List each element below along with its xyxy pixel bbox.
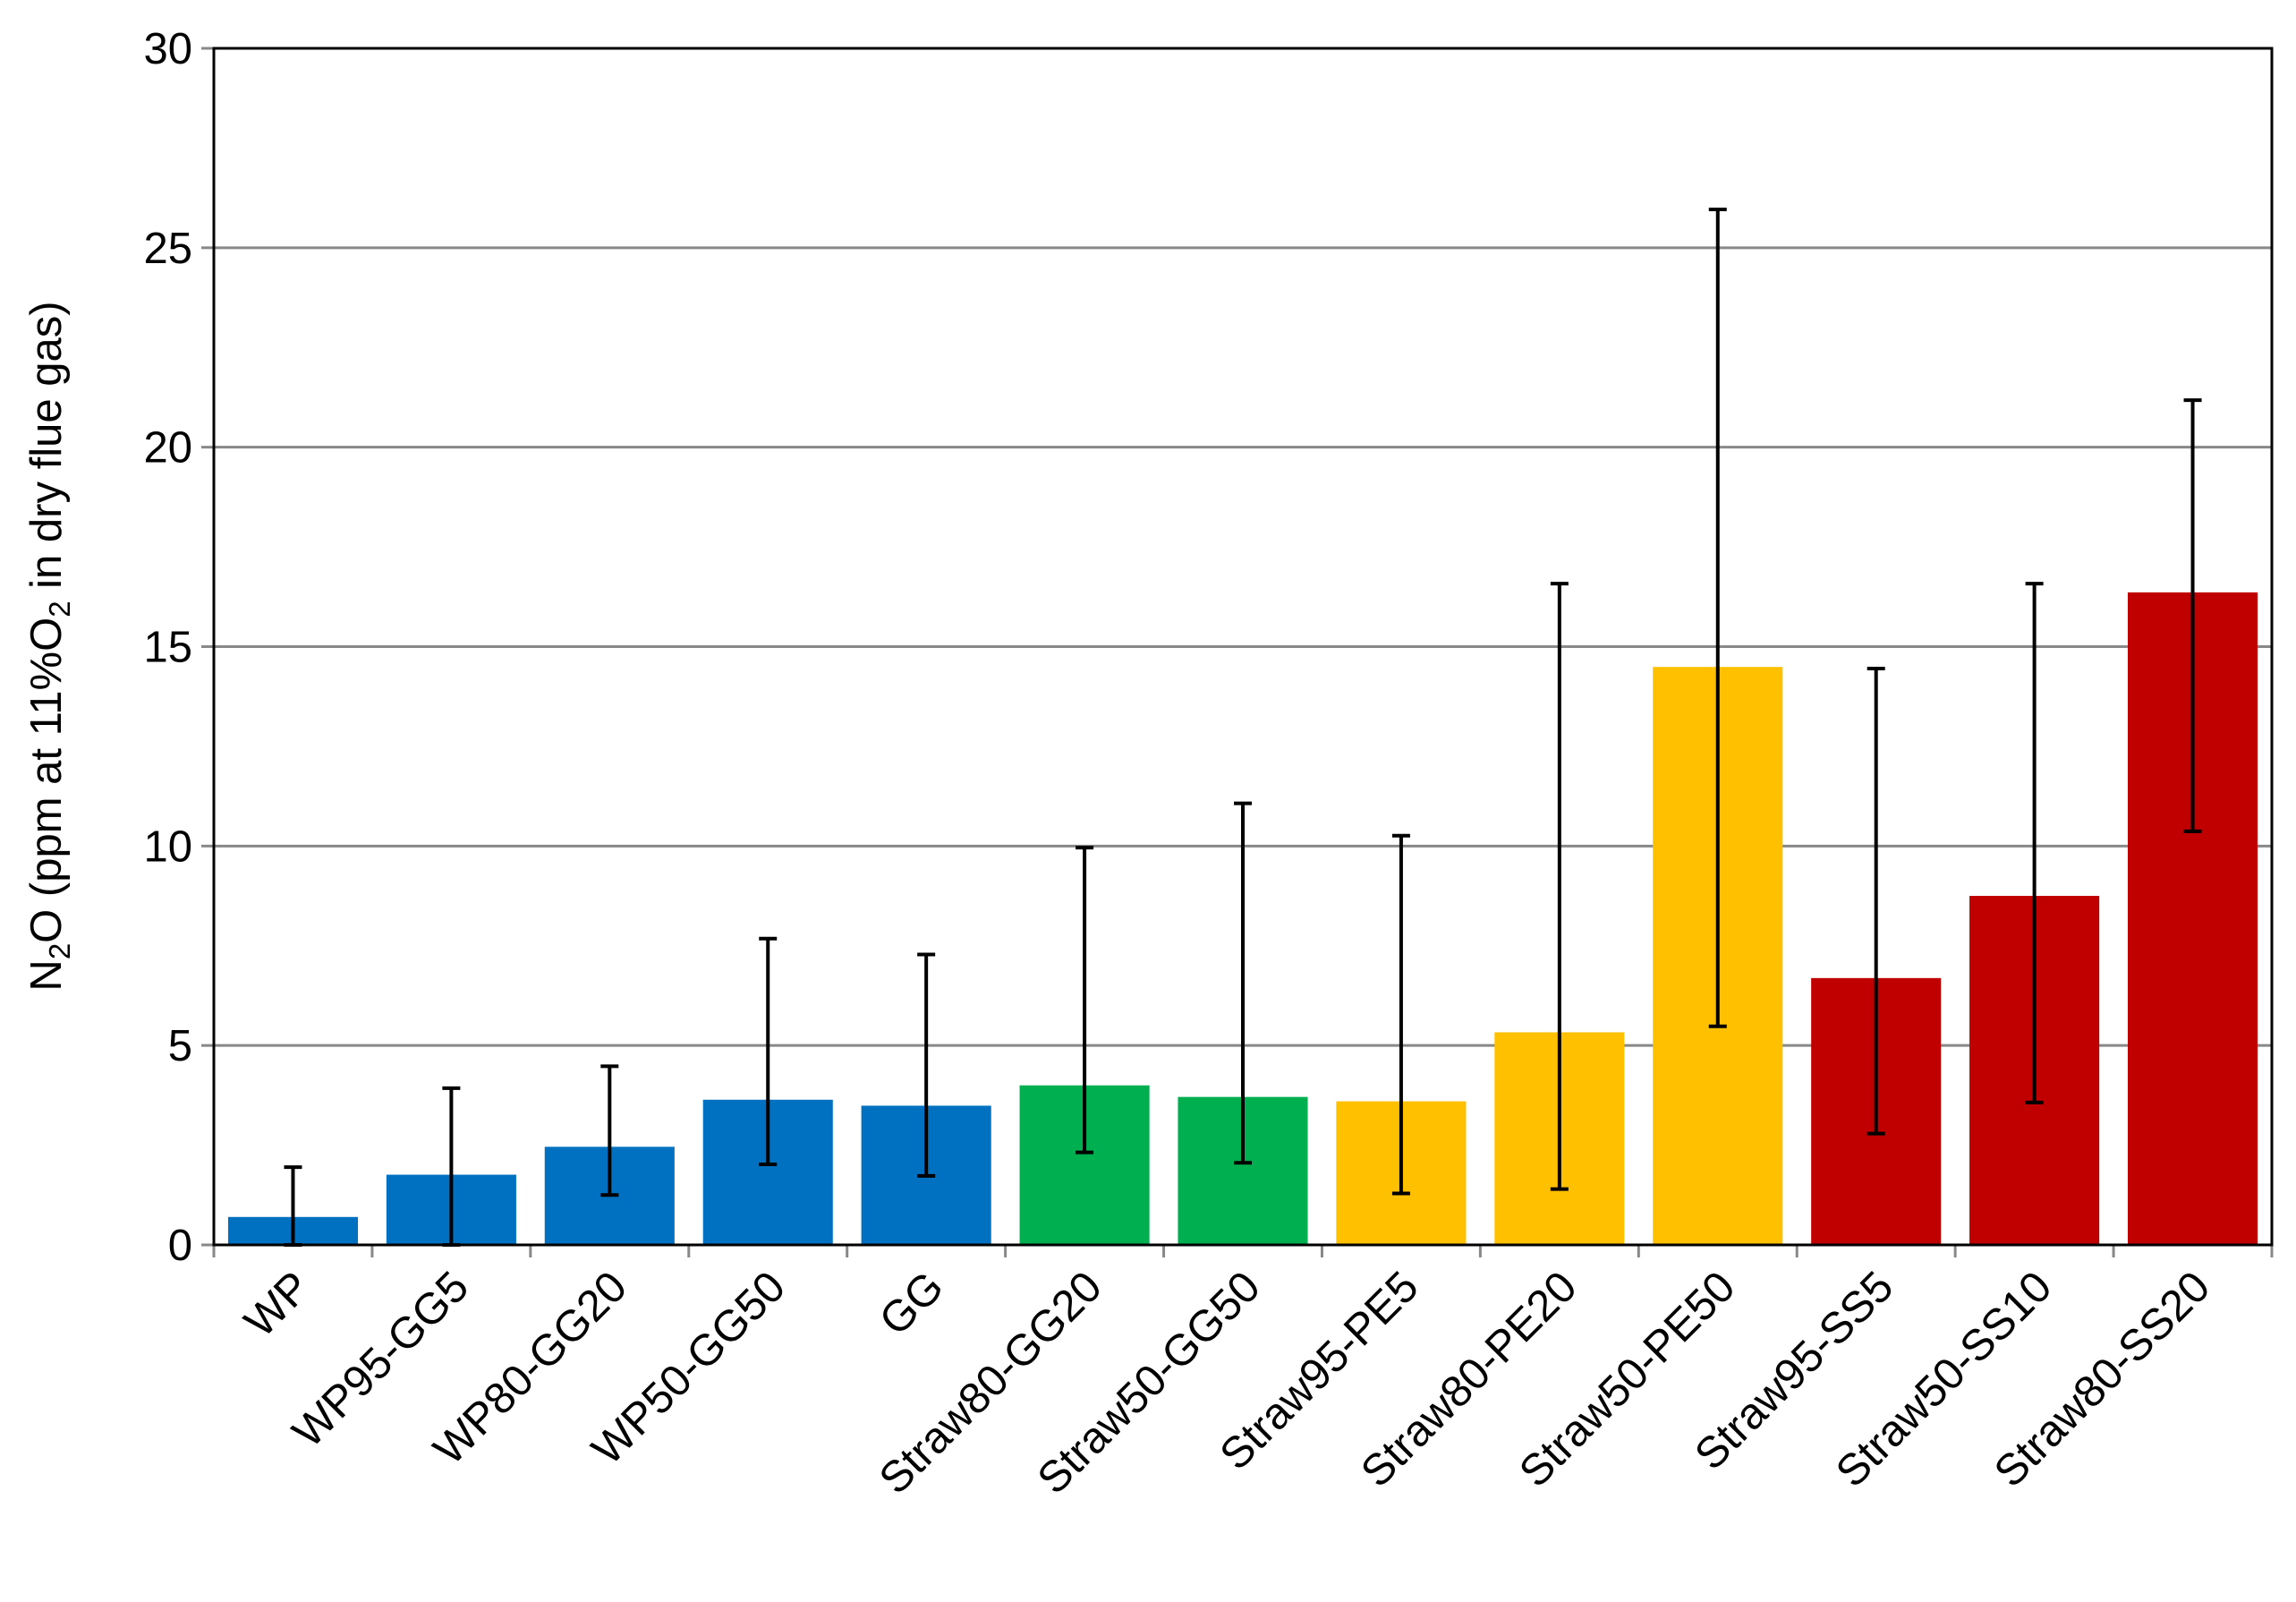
y-tick-label: 5 bbox=[168, 1022, 192, 1070]
y-axis-label: N2O (ppm at 11%O2 in dry flue gas) bbox=[22, 301, 76, 991]
plot-border bbox=[212, 47, 2274, 1247]
y-tick-label: 25 bbox=[143, 225, 192, 273]
y-tick-label: 20 bbox=[143, 424, 192, 473]
y-tick-label: 15 bbox=[143, 624, 192, 672]
error-bars bbox=[284, 208, 2202, 1247]
y-tick-label: 0 bbox=[168, 1222, 192, 1270]
x-tick-label: GG bbox=[871, 1263, 953, 1345]
axes bbox=[201, 47, 2274, 1257]
x-tick-label: WP bbox=[235, 1263, 319, 1347]
bars bbox=[227, 592, 2258, 1245]
y-tick-label: 10 bbox=[143, 822, 192, 871]
y-tick-label: 30 bbox=[143, 25, 192, 73]
y-tick-labels: 0 5 10 15 20 25 30 bbox=[143, 25, 192, 1270]
